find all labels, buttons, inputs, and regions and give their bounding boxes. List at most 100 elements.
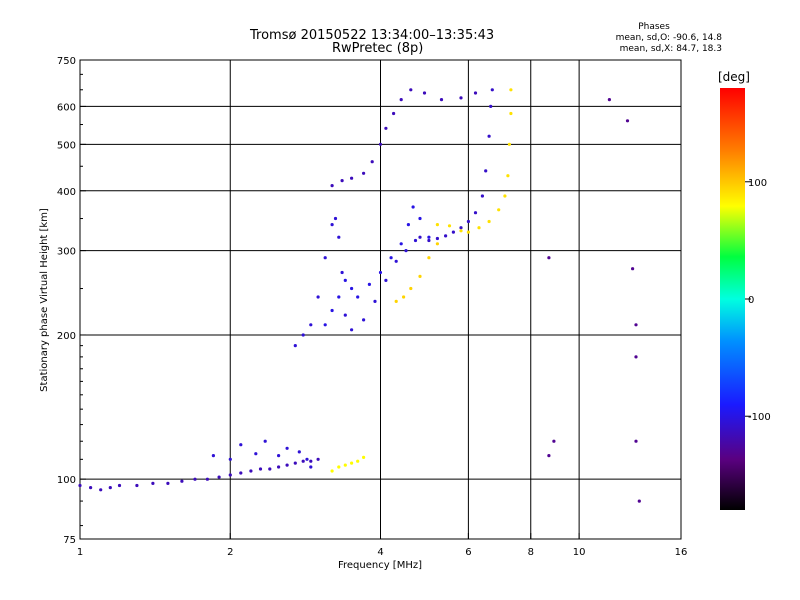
data-point xyxy=(506,174,510,178)
series-e-layer-trace-o- xyxy=(78,457,320,492)
data-point xyxy=(89,486,93,490)
data-point xyxy=(350,176,354,180)
data-point xyxy=(552,439,556,443)
data-point xyxy=(301,333,305,337)
data-point xyxy=(547,256,551,260)
series-f2-trace-o- xyxy=(330,88,478,188)
data-point xyxy=(166,481,170,485)
data-point xyxy=(99,488,103,492)
data-point xyxy=(413,238,418,243)
x-tick-label: 2 xyxy=(227,547,233,558)
y-axis-label: Stationary phase Virtual Height [km] xyxy=(39,208,50,392)
data-point xyxy=(350,328,354,332)
data-point xyxy=(484,169,488,173)
data-point xyxy=(418,274,422,278)
data-point xyxy=(135,483,139,488)
data-point xyxy=(301,459,305,463)
data-point xyxy=(418,216,422,221)
y-tick-label: 400 xyxy=(57,187,76,198)
data-point xyxy=(490,88,494,92)
data-point xyxy=(293,461,297,465)
phase-stats: Phases mean, sd,O: -90.6, 14.8 mean, sd,… xyxy=(586,22,722,55)
data-point xyxy=(439,98,444,102)
data-point xyxy=(394,259,398,263)
data-point xyxy=(323,256,327,260)
x-tick-label: 4 xyxy=(377,547,383,558)
data-point xyxy=(399,242,403,246)
phase-stats-heading: Phases xyxy=(638,22,670,32)
data-point xyxy=(330,184,334,188)
data-point xyxy=(435,223,439,227)
data-point xyxy=(473,91,478,95)
data-point xyxy=(180,479,184,483)
data-point xyxy=(378,142,383,146)
data-point xyxy=(330,469,334,473)
x-axis-label: Frequency [MHz] xyxy=(338,560,422,571)
colorbar xyxy=(720,88,745,510)
series-noise xyxy=(547,98,641,503)
data-point xyxy=(108,486,112,490)
data-point xyxy=(451,230,455,234)
data-point xyxy=(402,295,406,299)
data-point xyxy=(337,295,341,299)
data-point xyxy=(316,457,320,461)
data-point xyxy=(350,286,354,291)
data-point xyxy=(362,455,366,459)
data-point xyxy=(263,439,267,443)
data-point xyxy=(459,96,463,100)
data-point xyxy=(427,238,431,243)
data-point xyxy=(370,160,374,164)
data-point xyxy=(293,344,297,348)
data-points xyxy=(78,88,641,503)
data-point xyxy=(489,104,493,108)
data-point xyxy=(340,179,344,183)
data-point xyxy=(459,229,463,233)
data-point xyxy=(399,98,403,102)
data-point xyxy=(285,446,289,450)
data-point xyxy=(435,236,439,241)
data-point xyxy=(404,249,408,253)
series-f2-trace-x- xyxy=(435,88,513,234)
data-point xyxy=(151,481,155,485)
data-point xyxy=(418,235,422,239)
data-point xyxy=(459,226,463,230)
data-point xyxy=(211,454,215,458)
data-point xyxy=(487,134,491,138)
data-point xyxy=(473,211,478,215)
y-tick-label: 300 xyxy=(57,247,76,258)
x-tick-label: 10 xyxy=(573,547,586,558)
series-f1-spread-o- xyxy=(323,205,431,327)
data-point xyxy=(78,483,82,488)
data-point xyxy=(367,282,371,286)
data-point xyxy=(634,323,638,327)
data-point xyxy=(447,224,452,228)
data-point xyxy=(384,278,388,282)
colorbar-tick-label: 0 xyxy=(748,295,754,306)
x-tick-label: 8 xyxy=(528,547,534,558)
x-tick-label: 1 xyxy=(77,547,83,558)
data-point xyxy=(409,286,413,291)
phase-stats-x: mean, sd,X: 84.7, 18.3 xyxy=(619,44,722,54)
data-point xyxy=(392,111,396,116)
data-point xyxy=(309,465,313,469)
data-point xyxy=(427,256,431,260)
data-point xyxy=(285,463,289,467)
data-point xyxy=(193,477,197,481)
data-point xyxy=(217,475,221,479)
y-tick-label: 200 xyxy=(57,331,76,342)
data-point xyxy=(254,452,258,456)
data-point xyxy=(373,299,377,303)
data-point xyxy=(356,459,360,463)
colorbar-tick-label: 100 xyxy=(748,178,767,189)
data-point xyxy=(205,477,209,481)
grid-lines xyxy=(80,60,681,539)
data-point xyxy=(316,295,320,299)
data-point xyxy=(323,323,327,327)
x-tick-label: 16 xyxy=(675,547,688,558)
chart-title-line2: RwPretec (8p) xyxy=(332,41,424,56)
y-tick-label: 100 xyxy=(57,475,76,486)
data-point xyxy=(480,194,484,198)
series-f1-trace-x- xyxy=(394,242,439,303)
data-point xyxy=(634,355,638,359)
